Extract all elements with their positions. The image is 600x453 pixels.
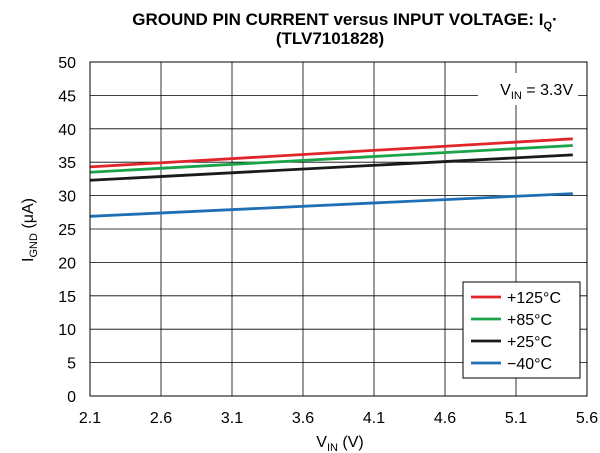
x-tick-label: 4.6 (434, 410, 456, 427)
x-axis-label: VIN (V) (316, 434, 363, 453)
y-tick-label: 25 (58, 222, 76, 239)
y-tick-label: 15 (58, 289, 76, 306)
y-tick-label: 0 (67, 389, 76, 406)
x-tick-label: 5.1 (505, 410, 527, 427)
legend: +125°C +85°C +25°C −40°C (462, 281, 581, 379)
y-tick-label: 30 (58, 189, 76, 206)
series-line-1 (89, 144, 573, 174)
plot-frame (89, 61, 588, 397)
y-tick-labels: 0 5 10 15 20 25 30 35 40 45 50 (58, 55, 76, 406)
series-line-0 (89, 137, 573, 169)
y-tick-label: 40 (58, 122, 76, 139)
legend-label: +85°C (507, 312, 552, 329)
y-tick-label: 50 (58, 55, 76, 72)
annotation-box (478, 73, 578, 105)
y-axis-label: IGND (μA) (20, 198, 40, 262)
y-tick-label: 10 (58, 322, 76, 339)
x-tick-label: 2.6 (150, 410, 172, 427)
x-tick-label: 4.1 (363, 410, 385, 427)
x-tick-label: 2.1 (79, 410, 101, 427)
annotation-text: VIN = 3.3V (500, 82, 573, 102)
x-tick-label: 3.6 (292, 410, 314, 427)
legend-label: +125°C (507, 290, 561, 307)
chart-title: GROUND PIN CURRENT versus INPUT VOLTAGE:… (132, 10, 557, 32)
legend-label: +25°C (507, 334, 552, 351)
y-tick-label: 35 (58, 155, 76, 172)
series-lines (89, 137, 573, 218)
y-tick-label: 45 (58, 88, 76, 105)
legend-label: −40°C (507, 356, 552, 373)
series-line-3 (89, 192, 573, 218)
y-tick-label: 20 (58, 255, 76, 272)
x-tick-label: 5.6 (576, 410, 598, 427)
y-tick-label: 5 (67, 356, 76, 373)
x-tick-labels: 2.1 2.6 3.1 3.6 4.1 4.6 5.1 5.6 (79, 410, 598, 427)
x-tick-label: 3.1 (221, 410, 243, 427)
chart-subtitle: (TLV7101828) (276, 29, 384, 48)
series-line-2 (89, 153, 573, 182)
